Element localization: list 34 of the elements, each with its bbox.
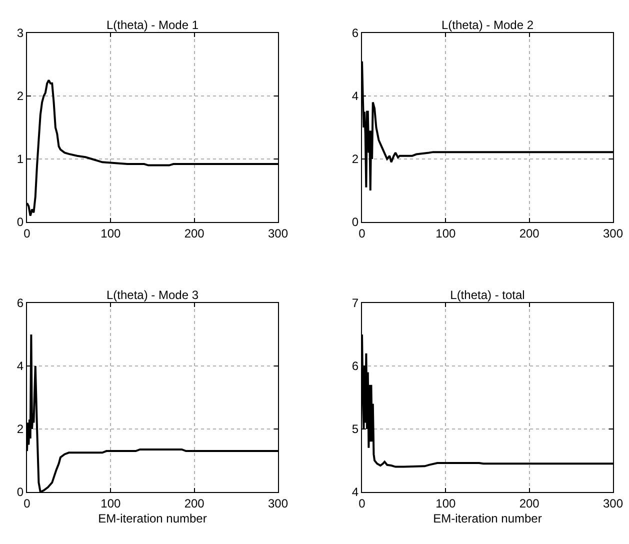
y-tick-label: 6 [16, 296, 24, 310]
y-tick-label: 4 [16, 359, 24, 374]
x-axis-title: EM-iteration number [433, 511, 542, 526]
x-tick-label: 100 [436, 226, 456, 240]
y-tick-label: 7 [352, 296, 359, 310]
y-tick-label: 4 [352, 89, 359, 104]
y-tick-label: 3 [16, 26, 24, 40]
x-tick-label: 300 [602, 226, 624, 240]
y-tick-label: 6 [352, 26, 359, 40]
y-tick-label: 1 [16, 152, 24, 166]
x-tick-label: 200 [519, 226, 540, 240]
y-tick-label: 6 [352, 359, 359, 374]
y-tick-label: 0 [16, 485, 24, 500]
chart-title: L(theta) - Mode 2 [441, 18, 534, 32]
y-tick-label: 4 [352, 485, 359, 500]
x-axis-title: EM-iteration number [98, 511, 207, 526]
y-tick-label: 0 [352, 215, 359, 230]
x-tick-label: 200 [184, 496, 205, 510]
x-tick-label: 100 [100, 226, 121, 240]
chart-title: L(theta) - total [450, 288, 525, 302]
y-tick-label: 0 [16, 215, 24, 230]
y-tick-label: 2 [352, 152, 359, 166]
x-tick-label: 200 [519, 496, 540, 510]
y-tick-label: 5 [352, 422, 359, 436]
chart-title: L(theta) - Mode 1 [106, 18, 199, 32]
x-tick-label: 200 [184, 226, 205, 240]
chart-title: L(theta) - Mode 3 [106, 288, 199, 302]
x-tick-label: 300 [268, 226, 288, 240]
y-tick-label: 2 [16, 422, 24, 436]
x-tick-label: 100 [436, 496, 456, 510]
x-tick-label: 100 [100, 496, 121, 510]
x-tick-label: 300 [602, 496, 624, 510]
x-tick-label: 300 [268, 496, 288, 510]
y-tick-label: 2 [16, 89, 24, 104]
